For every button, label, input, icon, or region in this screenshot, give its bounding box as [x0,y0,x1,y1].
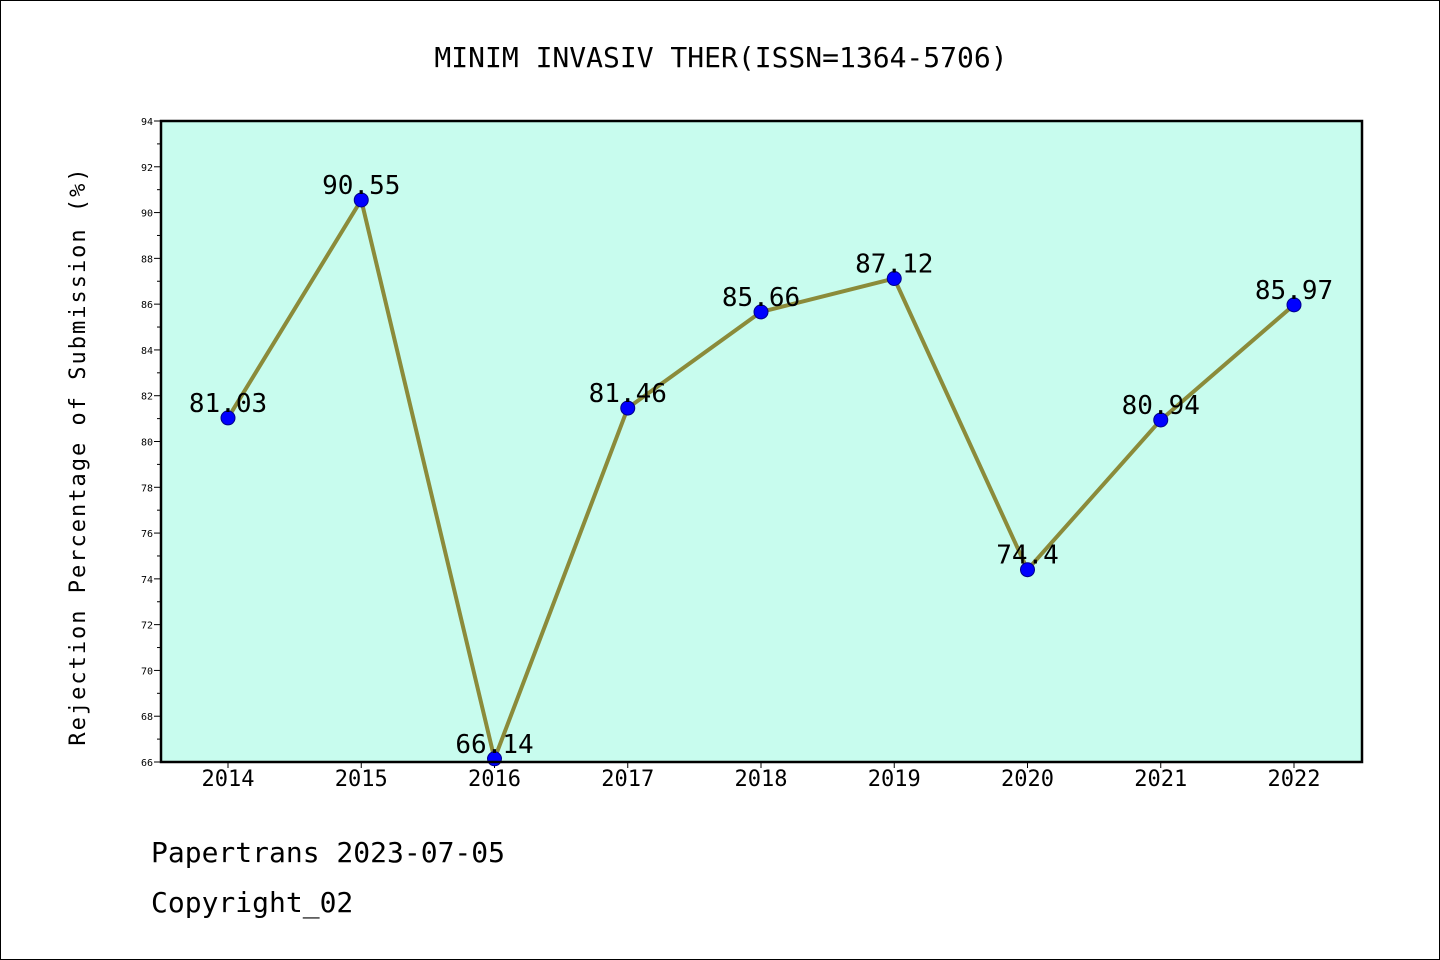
y-axis: 66 68 70 72 74 76 78 80 82 84 86 88 90 92 94 [141,117,161,769]
y-axis-label: Rejection Percentage of Submission (%) [66,166,91,745]
data-label: 80.94 [1122,391,1200,421]
y-tick-label: 78 [141,483,153,494]
footer-date: Papertrans 2023-07-05 [151,836,506,869]
data-label: 74.4 [996,541,1059,571]
data-label: 81.46 [589,379,667,409]
data-point-marker [1286,297,1302,313]
y-tick-label: 80 [141,438,153,449]
x-tick-label: 2018 [735,767,788,792]
data-label: 90.55 [322,171,400,201]
x-tick-label: 2014 [202,767,255,792]
x-tick-label: 2019 [868,767,921,792]
y-tick-label: 92 [141,163,153,174]
data-label: 87.12 [855,250,933,280]
data-point-marker [353,192,369,208]
y-tick-label: 74 [141,575,153,586]
y-tick-label: 72 [141,621,153,632]
y-tick-label: 84 [141,346,153,357]
y-tick-label: 86 [141,300,153,311]
data-point-marker [620,400,636,416]
data-label: 66.14 [455,730,533,760]
y-tick-label: 90 [141,209,153,220]
y-tick-label: 66 [141,758,153,769]
data-point-marker [1153,412,1169,428]
data-point-marker [753,304,769,320]
data-point-marker [1020,562,1035,578]
footer-copyright: Copyright_02 [151,886,354,919]
data-label: 85.66 [722,283,800,313]
x-tick-label: 2022 [1268,767,1321,792]
data-label: 85.97 [1255,276,1333,306]
data-point-marker [220,410,236,426]
y-tick-label: 76 [141,529,153,540]
x-tick-label: 2017 [601,767,654,792]
y-tick-label: 70 [141,666,153,677]
plot-area [161,121,1362,762]
x-tick-label: 2016 [468,767,521,792]
chart-title: MINIM INVASIV THER(ISSN=1364-5706) [434,41,1007,74]
y-tick-label: 82 [141,392,153,403]
y-tick-label: 94 [141,117,153,128]
plot-border [159,119,1364,764]
y-tick-label: 88 [141,254,153,265]
x-tick-label: 2020 [1001,767,1054,792]
y-tick-label: 68 [141,712,153,723]
x-axis: 2014 2015 2016 2017 2018 2019 2020 2021 2022 [202,762,1321,792]
data-label: 81.03 [189,389,267,419]
x-tick-label: 2015 [335,767,388,792]
x-tick-label: 2021 [1134,767,1187,792]
data-point-marker [886,271,902,287]
series: 81.03 90.55 66.14 81.46 85.66 87.12 74.4 80.94 8… [189,171,1333,767]
